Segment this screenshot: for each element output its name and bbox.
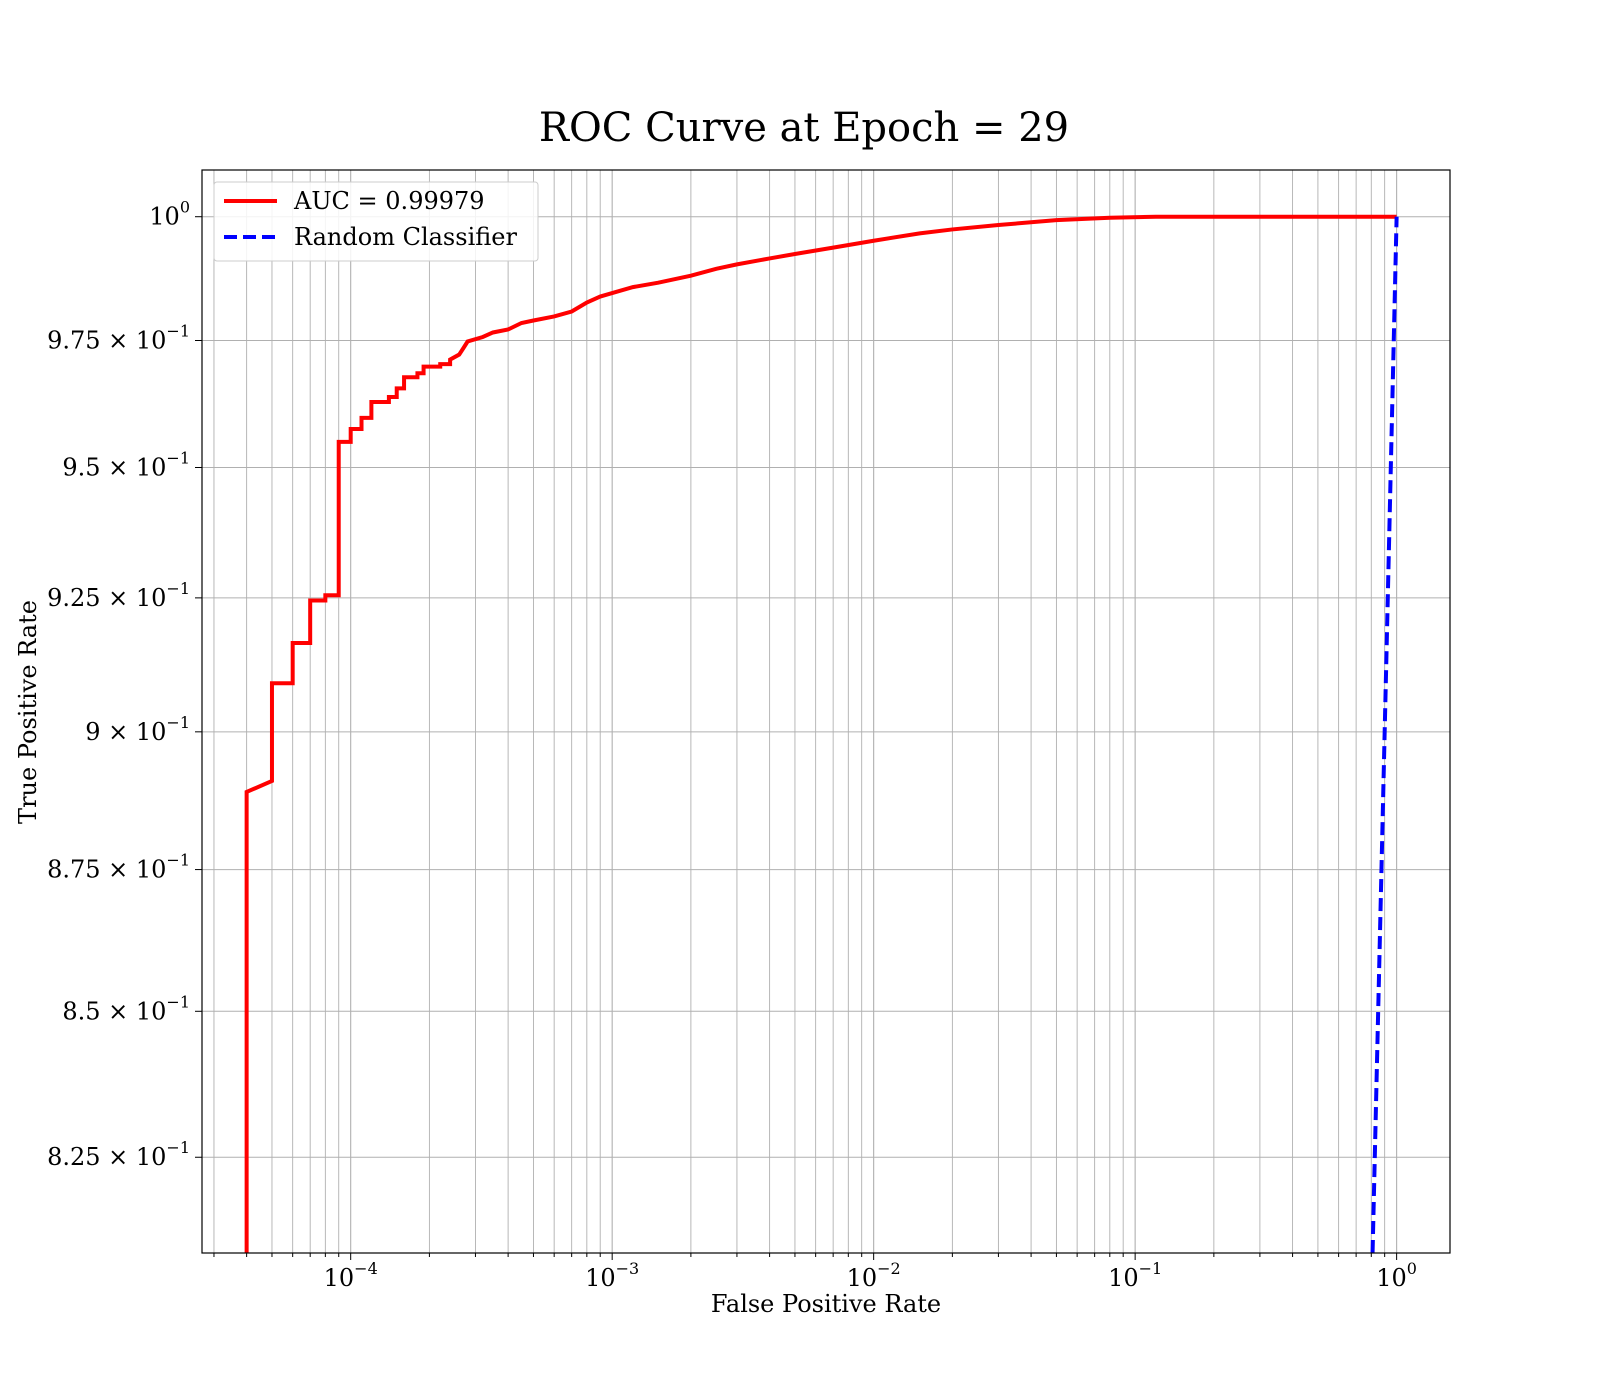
legend: AUC = 0.99979 Random Classifier <box>213 181 539 262</box>
y-tick-label: 9 × 10−1 <box>85 713 190 746</box>
x-tick-label: 10−2 <box>847 1259 901 1292</box>
x-tick-label: 10−3 <box>585 1259 639 1292</box>
legend-label-auc: AUC = 0.99979 <box>293 187 485 215</box>
y-tick-label: 9.75 × 10−1 <box>47 321 190 354</box>
random-classifier-line <box>1370 216 1399 1253</box>
y-tick-label: 9.25 × 10−1 <box>47 579 190 612</box>
chart-title: ROC Curve at Epoch = 29 <box>539 105 1069 151</box>
y-tick-label: 8.75 × 10−1 <box>47 851 190 884</box>
plot-frame <box>201 169 1451 1254</box>
x-tick-label: 10−1 <box>1108 1259 1162 1292</box>
roc-curve-line <box>244 214 1397 1253</box>
x-tick-label: 100 <box>1376 1259 1417 1292</box>
x-tick-label: 10−4 <box>324 1259 378 1292</box>
y-tick-label: 8.5 × 10−1 <box>62 992 190 1025</box>
y-tick-label: 8.25 × 10−1 <box>47 1138 190 1171</box>
y-tick-label: 9.5 × 10−1 <box>62 448 190 481</box>
legend-box <box>213 181 539 262</box>
grid-lines <box>202 170 1450 1253</box>
series-layer <box>244 214 1399 1253</box>
legend-label-random: Random Classifier <box>294 223 517 251</box>
axis-ticks: 10−4 10−3 10−2 10−1 100 100 9.75 × 10−1 9.5 × 1… <box>47 198 1417 1292</box>
x-axis-label: False Positive Rate <box>711 1290 941 1318</box>
y-tick-label: 100 <box>149 198 190 231</box>
y-axis-label: True Positive Rate <box>14 600 42 824</box>
